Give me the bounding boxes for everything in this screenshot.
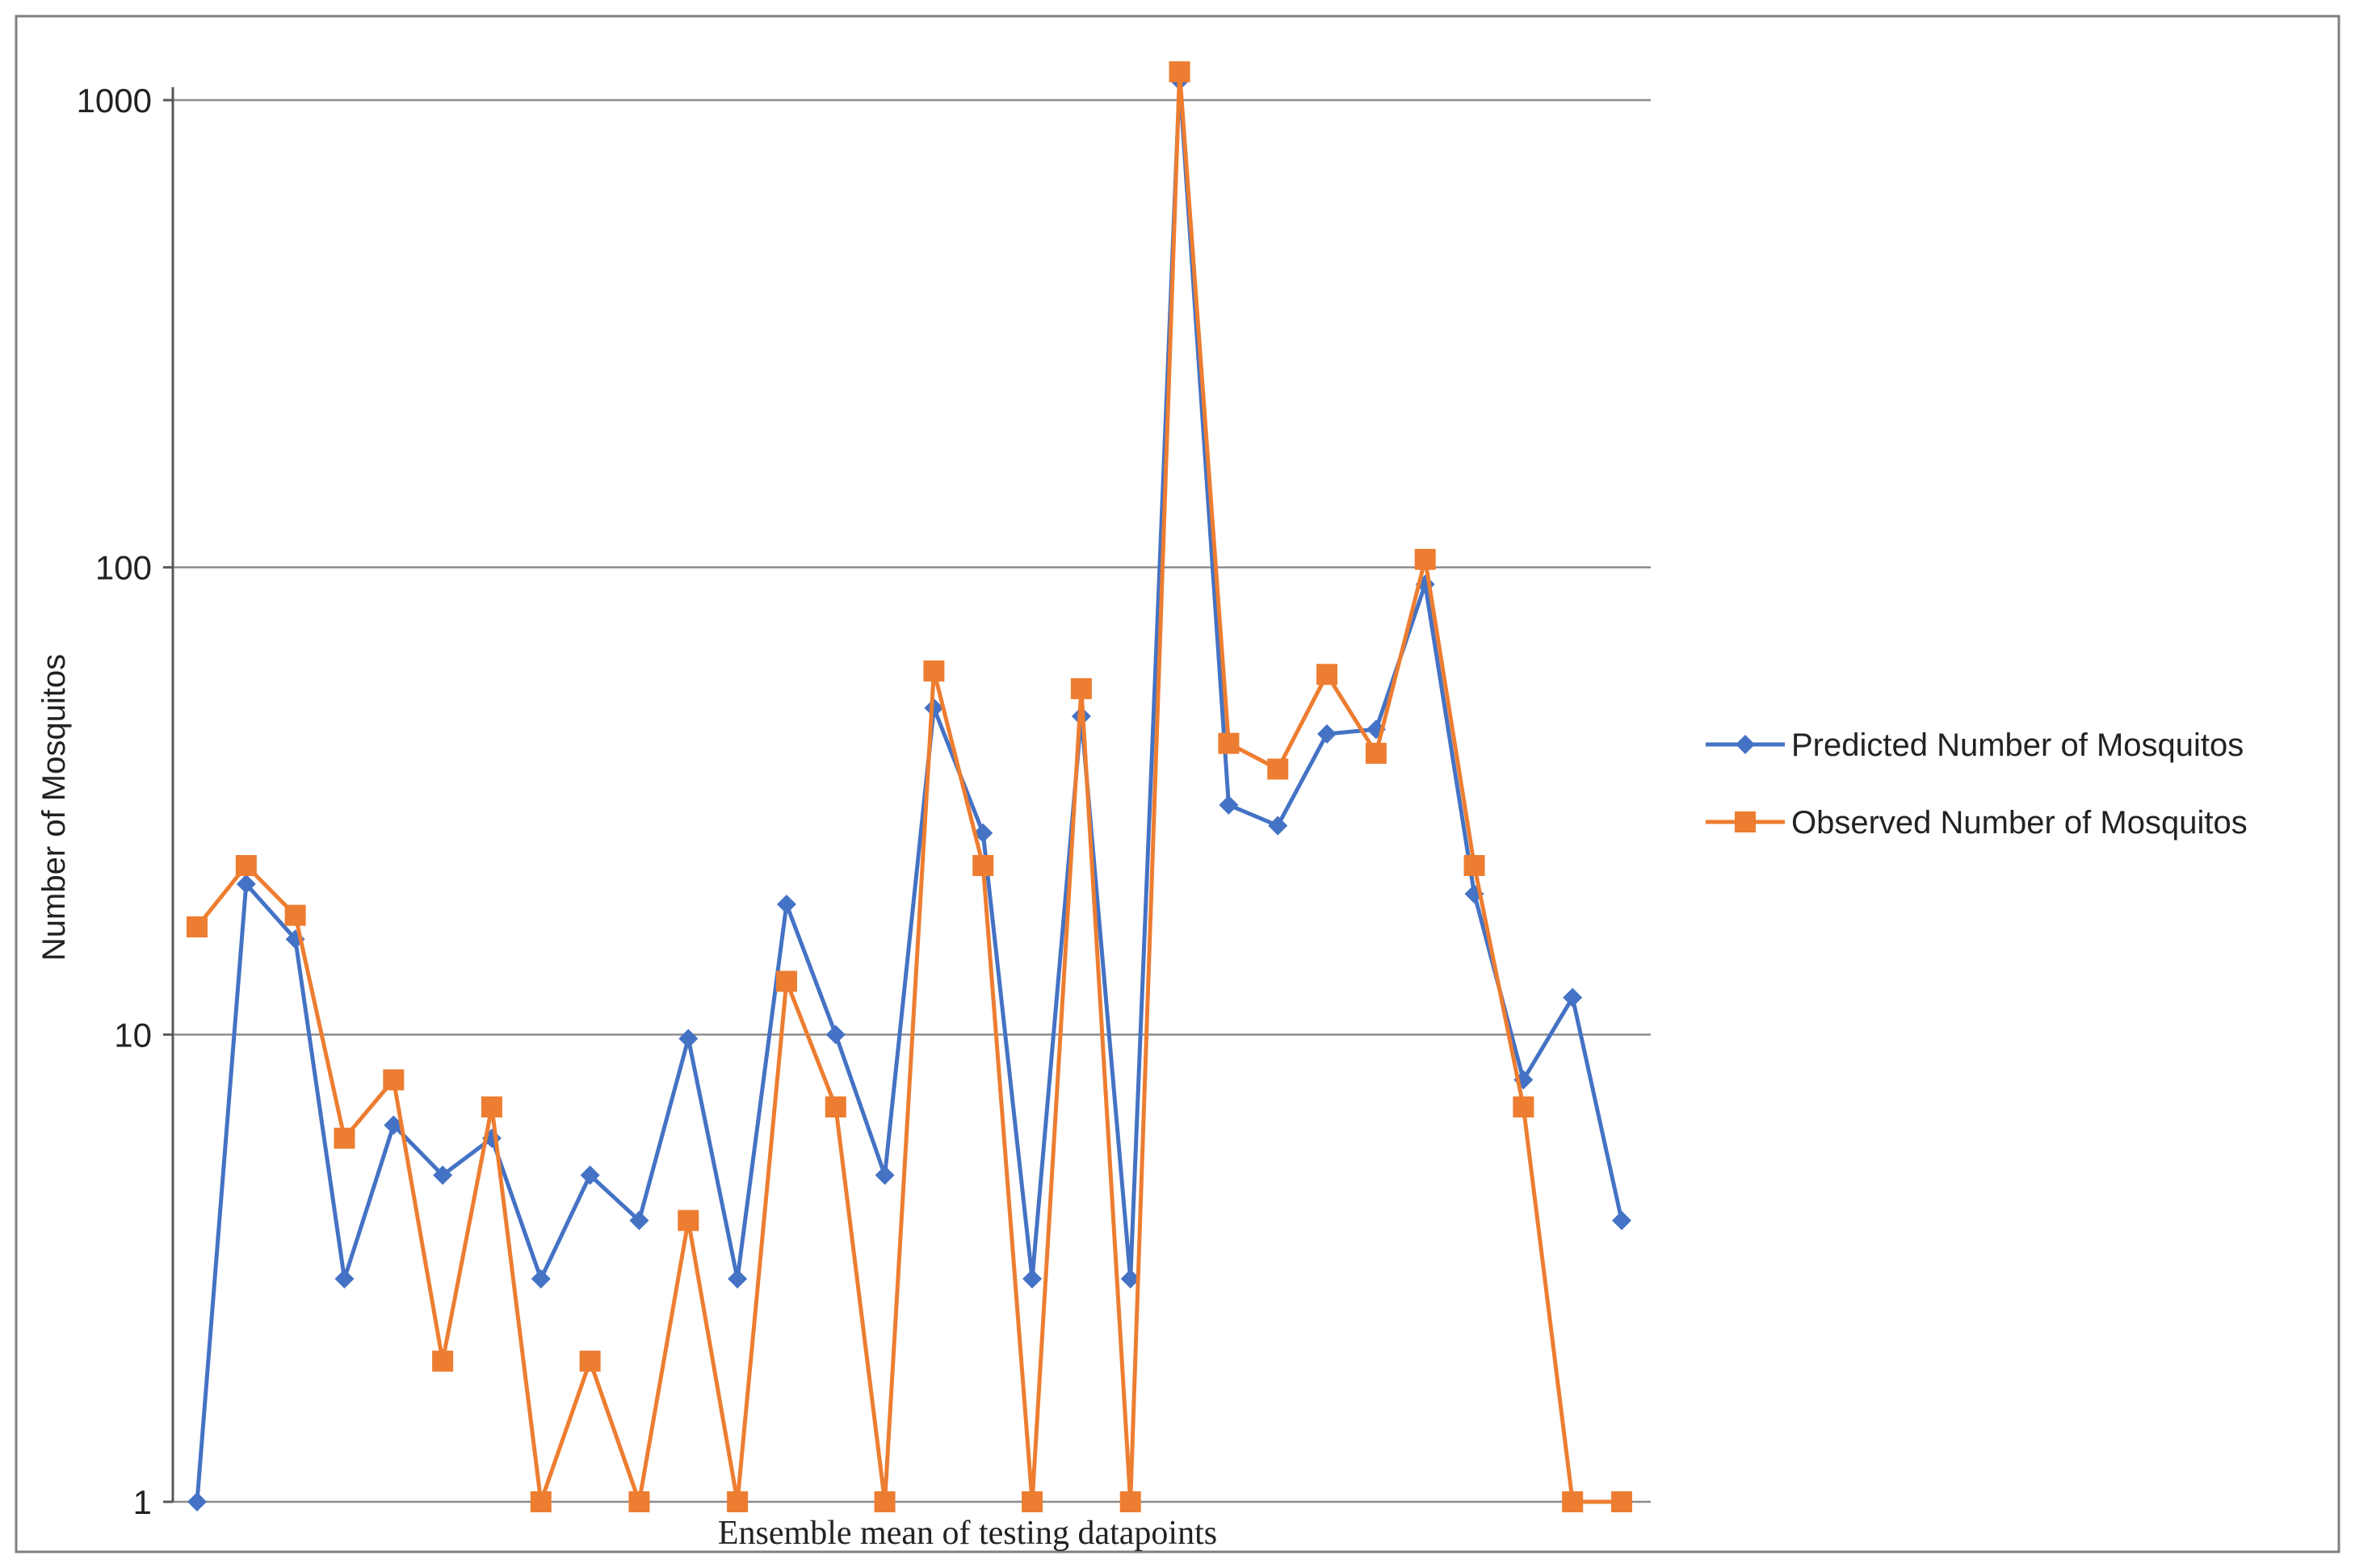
data-point: [1463, 855, 1485, 877]
data-point: [334, 1127, 355, 1149]
series-predicted: [187, 71, 1631, 1511]
data-point: [580, 1165, 600, 1185]
data-point: [481, 1096, 502, 1117]
data-point: [284, 904, 306, 926]
data-point: [1218, 732, 1240, 754]
data-point: [384, 1115, 404, 1135]
legend-item: Predicted Number of Mosquitos: [1706, 727, 2244, 763]
data-point: [1365, 742, 1387, 764]
data-point: [1316, 664, 1338, 685]
data-point: [924, 698, 944, 718]
data-point: [1267, 758, 1289, 780]
data-point: [334, 1268, 355, 1289]
data-point: [1169, 61, 1190, 82]
legend-label: Observed Number of Mosquitos: [1791, 805, 2248, 841]
data-point: [923, 660, 945, 682]
data-point: [1562, 1491, 1584, 1512]
series-line: [195, 78, 1624, 1503]
legend-marker: [1735, 811, 1756, 832]
legend-item: Observed Number of Mosquitos: [1706, 805, 2248, 841]
data-point: [727, 1491, 749, 1512]
data-point: [235, 855, 257, 877]
y-tick-label: 1: [133, 1483, 152, 1521]
data-point: [187, 1492, 207, 1511]
data-point: [1219, 794, 1239, 815]
legend-label: Predicted Number of Mosquitos: [1791, 727, 2244, 763]
data-point: [1022, 1491, 1043, 1512]
data-point: [678, 1029, 699, 1049]
data-point: [628, 1491, 650, 1512]
y-tick-label: 1000: [77, 82, 152, 119]
data-point: [775, 971, 797, 992]
data-point: [825, 1025, 846, 1045]
legend-marker: [1736, 735, 1755, 754]
data-point: [1268, 815, 1288, 836]
data-point: [875, 1165, 895, 1185]
data-point: [530, 1491, 552, 1512]
y-tick-label: 10: [114, 1016, 152, 1054]
data-point: [825, 1096, 846, 1117]
data-point: [1120, 1268, 1140, 1289]
data-point: [1317, 723, 1337, 744]
data-point: [1563, 987, 1583, 1008]
series-observed: [187, 61, 1632, 1512]
x-axis-title: Ensemble mean of testing datapoints: [718, 1515, 1217, 1552]
data-point: [432, 1350, 454, 1372]
data-point: [433, 1165, 453, 1185]
data-point: [1414, 548, 1436, 570]
y-tick-labels: 1 10 100 1000: [77, 82, 152, 1521]
data-point: [678, 1210, 699, 1231]
y-axis-title: Number of Mosquitos: [36, 654, 72, 961]
data-point: [1022, 1268, 1043, 1289]
series-line: [195, 69, 1622, 1504]
data-point: [187, 916, 208, 937]
data-point: [1119, 1491, 1141, 1512]
data-point: [1070, 677, 1092, 699]
data-point: [1611, 1491, 1632, 1512]
data-point: [972, 855, 994, 877]
data-point: [728, 1268, 748, 1289]
chart-frame: [15, 15, 2340, 1553]
y-tick-label: 100: [95, 549, 152, 587]
data-point: [531, 1268, 551, 1289]
data-point: [973, 823, 993, 843]
data-point: [1513, 1096, 1534, 1117]
data-point: [236, 874, 256, 894]
data-point: [776, 895, 796, 915]
data-point: [1612, 1210, 1631, 1231]
data-point: [629, 1210, 649, 1231]
data-point: [383, 1069, 405, 1091]
series-layer: [187, 61, 1632, 1512]
data-point: [874, 1491, 896, 1512]
legend: Predicted Number of Mosquitos Observed Nu…: [1706, 727, 2248, 841]
data-point: [579, 1350, 601, 1372]
